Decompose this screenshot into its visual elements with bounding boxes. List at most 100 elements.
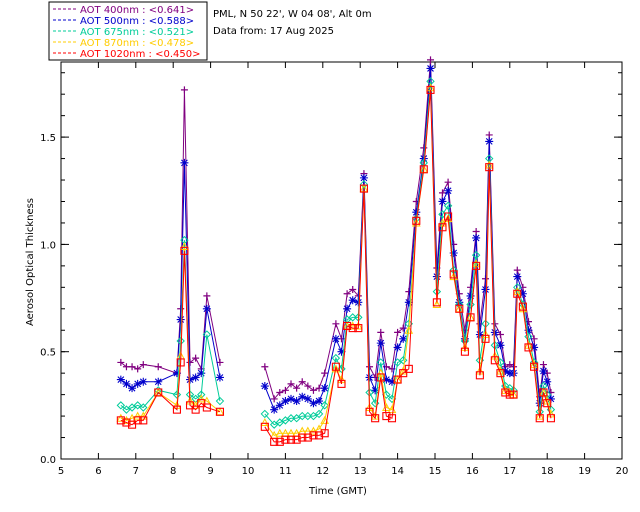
data-point bbox=[128, 363, 136, 371]
data-point bbox=[382, 375, 391, 384]
data-point bbox=[513, 283, 522, 292]
data-point bbox=[176, 315, 185, 324]
data-point bbox=[292, 435, 301, 444]
data-point bbox=[427, 56, 435, 64]
data-point bbox=[460, 347, 469, 356]
data-point bbox=[154, 377, 163, 386]
data-point bbox=[260, 409, 270, 419]
series-line bbox=[120, 89, 552, 443]
data-point bbox=[472, 228, 480, 236]
data-point bbox=[172, 405, 181, 414]
data-point bbox=[455, 304, 464, 313]
data-point bbox=[332, 320, 340, 328]
data-point bbox=[438, 197, 447, 206]
data-point bbox=[472, 261, 481, 270]
data-point bbox=[348, 313, 357, 322]
data-point bbox=[133, 401, 142, 410]
data-point bbox=[481, 285, 490, 294]
legend-entry: AOT 500nm : <0.588> bbox=[80, 16, 194, 27]
data-point bbox=[320, 429, 329, 438]
data-point bbox=[261, 363, 269, 371]
data-point bbox=[191, 373, 200, 382]
data-point bbox=[321, 369, 329, 377]
data-point bbox=[546, 394, 555, 403]
data-point bbox=[337, 347, 346, 356]
legend-entry: AOT 1020nm : <0.450> bbox=[80, 49, 200, 60]
data-point bbox=[192, 354, 200, 362]
data-point bbox=[365, 407, 374, 416]
data-point bbox=[202, 403, 211, 412]
data-point bbox=[354, 298, 363, 307]
data-point bbox=[485, 163, 494, 172]
data-point bbox=[376, 373, 385, 382]
data-point bbox=[292, 397, 301, 406]
data-point bbox=[197, 399, 206, 408]
date-label: Data from: 17 Aug 2025 bbox=[213, 26, 334, 37]
data-point bbox=[202, 330, 212, 339]
data-point bbox=[343, 321, 352, 331]
data-point bbox=[393, 375, 402, 384]
legend: AOT 400nm : <0.641>AOT 500nm : <0.588>AO… bbox=[48, 1, 208, 61]
data-point bbox=[475, 371, 484, 380]
data-point bbox=[127, 403, 137, 412]
data-point bbox=[539, 388, 548, 397]
data-point bbox=[176, 358, 185, 367]
data-point bbox=[293, 384, 301, 392]
plot-area-border bbox=[60, 61, 623, 460]
plot-frame bbox=[60, 61, 623, 460]
data-point bbox=[298, 378, 306, 386]
data-point bbox=[298, 433, 307, 442]
data-point bbox=[354, 324, 363, 333]
data-point bbox=[404, 298, 413, 307]
series-4 bbox=[116, 85, 555, 446]
x-tick-label: 14 bbox=[391, 466, 404, 477]
data-point bbox=[139, 361, 147, 369]
data-point bbox=[399, 356, 408, 365]
data-point bbox=[154, 363, 162, 371]
data-point bbox=[530, 362, 539, 371]
data-point bbox=[116, 413, 126, 422]
data-point bbox=[116, 416, 125, 425]
data-point bbox=[309, 426, 318, 435]
data-point bbox=[281, 386, 289, 394]
data-point bbox=[518, 304, 528, 313]
data-point bbox=[134, 365, 142, 373]
data-point bbox=[139, 403, 148, 412]
data-point bbox=[359, 180, 369, 189]
data-point bbox=[377, 328, 385, 336]
data-point bbox=[438, 223, 447, 232]
data-point bbox=[331, 353, 341, 363]
data-point bbox=[535, 414, 544, 423]
x-tick-label: 12 bbox=[316, 466, 329, 477]
data-point bbox=[186, 375, 195, 384]
data-point bbox=[197, 369, 206, 378]
data-point bbox=[275, 437, 284, 446]
data-point bbox=[543, 399, 552, 408]
data-point bbox=[393, 343, 402, 352]
data-point bbox=[399, 369, 408, 378]
data-point bbox=[490, 356, 499, 365]
data-point bbox=[197, 390, 206, 399]
data-point bbox=[376, 368, 386, 377]
data-point bbox=[412, 208, 421, 217]
data-point bbox=[496, 331, 504, 339]
data-point bbox=[471, 250, 481, 260]
data-point bbox=[331, 364, 341, 373]
data-point bbox=[309, 386, 317, 394]
data-point bbox=[438, 189, 446, 197]
data-point bbox=[399, 324, 407, 332]
data-point bbox=[506, 361, 514, 369]
x-tick-label: 10 bbox=[242, 466, 255, 477]
data-point bbox=[535, 399, 544, 408]
x-tick-label: 20 bbox=[616, 466, 629, 477]
data-point bbox=[432, 299, 442, 308]
data-point bbox=[359, 173, 368, 182]
data-point bbox=[394, 328, 402, 336]
data-point bbox=[432, 298, 441, 307]
data-point bbox=[216, 358, 224, 366]
data-point bbox=[270, 405, 279, 414]
data-point bbox=[298, 392, 307, 401]
data-point bbox=[128, 384, 137, 393]
data-point bbox=[348, 324, 357, 333]
data-point bbox=[260, 382, 269, 391]
